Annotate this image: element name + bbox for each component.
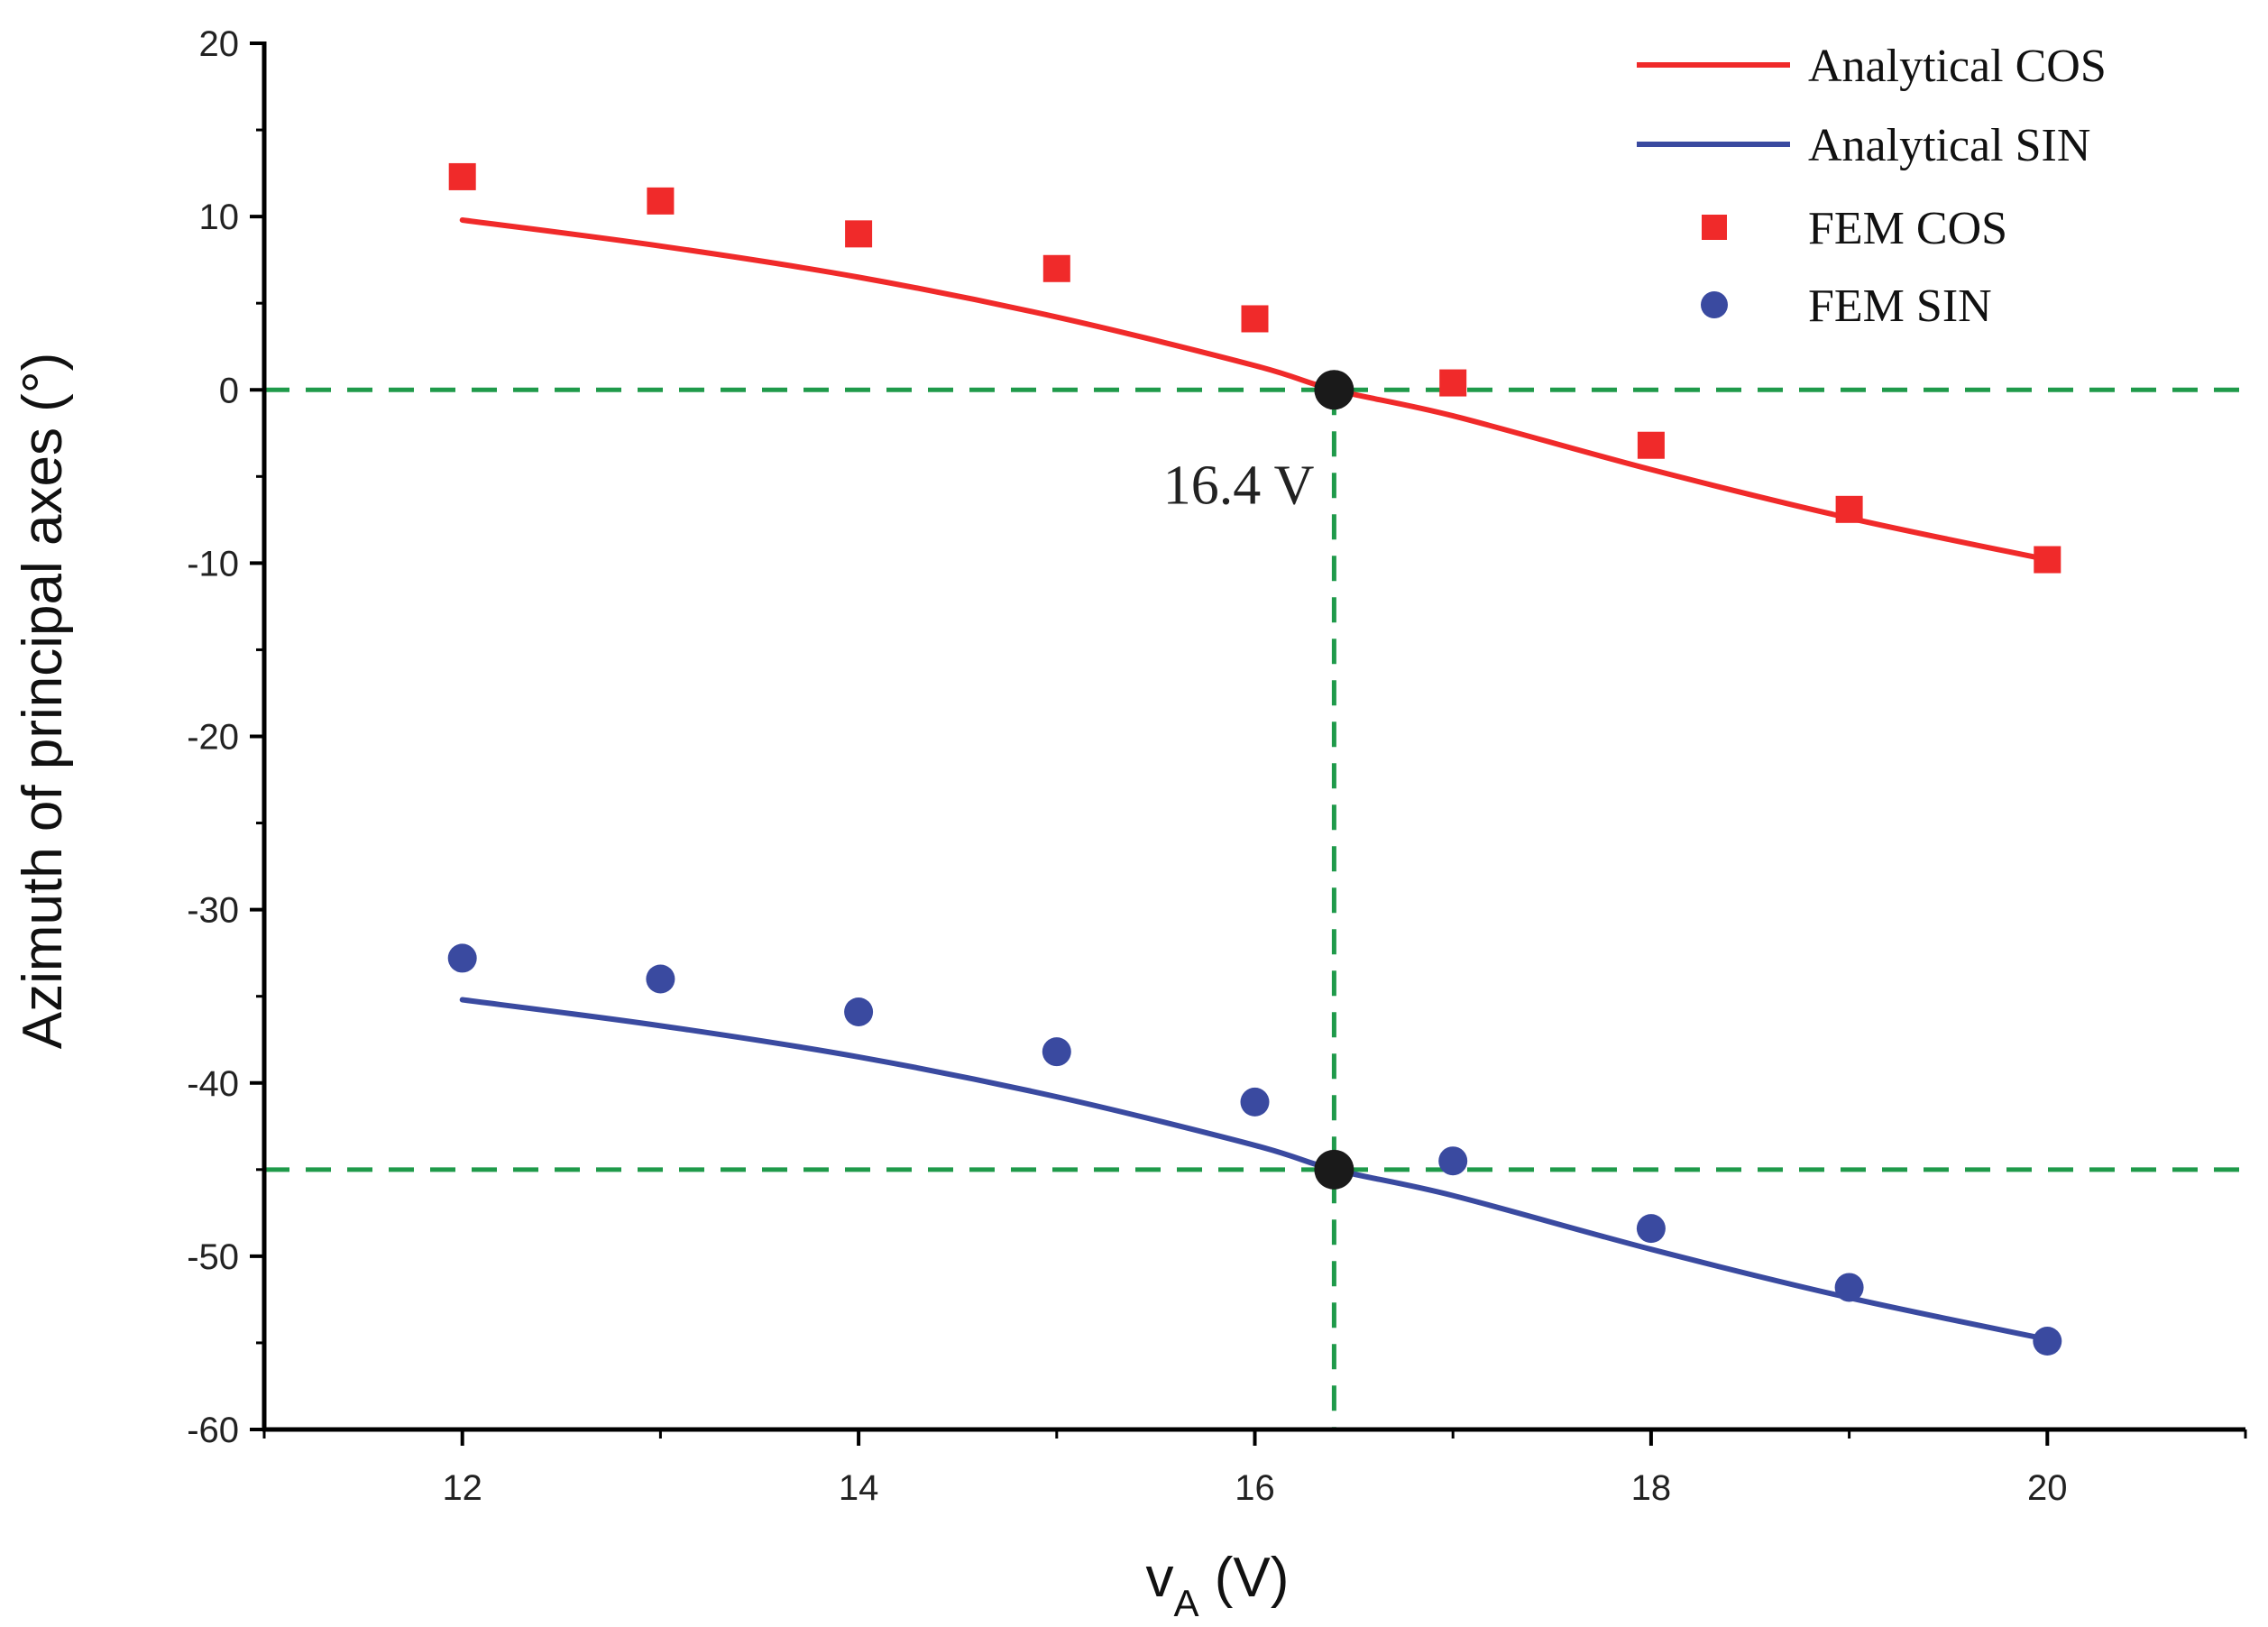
legend: Analytical COS Analytical SIN FEM COS FEM S… [1637,41,2107,332]
series-lines [459,216,2051,1343]
x-axis-title-sub: A [1174,1582,1199,1624]
y-tick-label: 0 [219,371,239,410]
annotation-label: 16.4 V [1163,455,1315,517]
y-tick-label: -10 [187,544,239,584]
fem-cos-point-2 [845,220,873,248]
series-line-0 [459,216,2051,563]
legend-swatch-square [1702,215,1727,240]
y-tick-label: -30 [187,891,239,931]
series-line-1 [459,997,2051,1343]
x-tick-label: 20 [2027,1468,2068,1508]
guide-lines [264,387,2245,1429]
fem-cos-point-7 [1835,495,1863,523]
intersection-marker-1 [1314,1149,1354,1190]
x-axis-title: vA (V) [1146,1547,1290,1624]
fem-cos-point-8 [2034,546,2061,574]
legend-label-0: Analytical COS [1808,41,2107,92]
ticks: 20 10 0 -10 -20 -30 -40 -50 -60 12 14 16 18 20 [187,24,2247,1508]
fem-cos-point-1 [647,187,675,215]
y-tick-label: 20 [199,24,240,64]
fem-sin-point-0 [447,943,477,973]
x-tick-label: 18 [1631,1468,1672,1508]
fem-sin-point-6 [1636,1214,1666,1244]
y-tick-label: -50 [187,1237,239,1277]
fem-cos-point-4 [1241,305,1269,333]
y-tick-label: -60 [187,1411,239,1450]
x-tick-label: 14 [839,1468,879,1508]
fem-cos-point-6 [1637,431,1665,459]
fem-sin-point-8 [2033,1327,2062,1356]
y-tick-label: 10 [199,198,240,237]
fem-sin-point-5 [1438,1146,1468,1176]
legend-swatch-circle [1701,291,1728,318]
fem-cos-point-0 [448,162,476,190]
x-axis-title-main: v [1146,1547,1174,1609]
x-tick-label: 12 [442,1468,482,1508]
intersection-markers [1314,370,1354,1190]
x-axis-title-unit: (V) [1199,1547,1290,1609]
intersection-marker-0 [1314,370,1354,410]
fem-cos-point-5 [1439,369,1467,397]
y-tick-label: -40 [187,1064,239,1104]
legend-label-3: FEM SIN [1808,280,1992,332]
fem-sin-point-3 [1042,1037,1071,1067]
series-points [447,162,2062,1356]
y-tick-label: -20 [187,718,239,758]
fem-sin-point-2 [844,997,874,1026]
y-axis-title: Azimuth of principal axes (°) [12,353,74,1050]
fem-cos-point-3 [1042,254,1070,282]
fem-sin-point-1 [646,964,675,994]
legend-label-2: FEM COS [1808,203,2007,254]
fem-sin-point-7 [1834,1273,1864,1302]
fem-sin-point-4 [1240,1087,1270,1117]
x-tick-label: 16 [1235,1468,1275,1508]
legend-label-1: Analytical SIN [1808,120,2090,171]
